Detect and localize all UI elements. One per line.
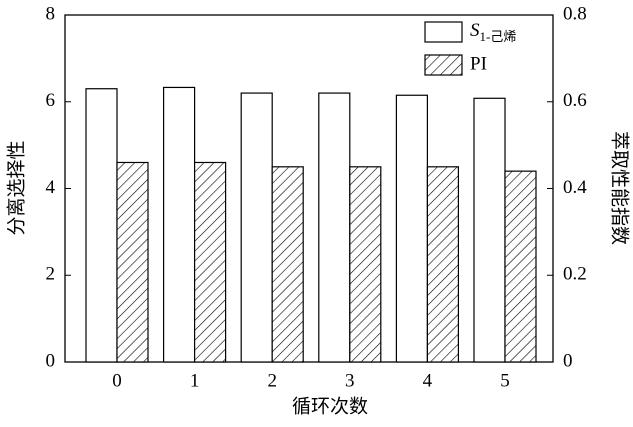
bar <box>271 166 304 363</box>
y2-tick-label: 0.8 <box>563 3 587 24</box>
y2-tick-label: 0.4 <box>563 177 587 198</box>
x-tick-label: 3 <box>345 370 355 391</box>
bar <box>473 97 506 363</box>
x-tick-label: 4 <box>423 370 433 391</box>
legend-label: PI <box>470 53 487 74</box>
y-tick-label: 0 <box>46 350 56 371</box>
y-tick-label: 6 <box>46 90 56 111</box>
bar <box>426 166 459 363</box>
bar <box>194 161 227 363</box>
x-tick-label: 1 <box>190 370 200 391</box>
bar <box>240 92 273 363</box>
legend-swatch <box>424 54 463 76</box>
legend-swatch <box>424 21 463 43</box>
bar <box>318 92 351 363</box>
bar <box>504 170 537 363</box>
y2-axis-label: 萃取性能指数 <box>609 131 631 245</box>
bar <box>349 166 382 363</box>
x-tick-label: 2 <box>267 370 277 391</box>
bar <box>85 88 118 363</box>
y2-tick-label: 0.6 <box>563 90 587 111</box>
bar <box>163 86 196 363</box>
y-tick-label: 4 <box>46 177 56 198</box>
y2-tick-label: 0.2 <box>563 264 587 285</box>
y-tick-label: 2 <box>46 264 56 285</box>
x-tick-label: 5 <box>500 370 510 391</box>
x-axis-label: 循环次数 <box>292 395 368 417</box>
bar <box>395 94 428 363</box>
x-tick-label: 0 <box>112 370 122 391</box>
y2-tick-label: 0 <box>563 350 573 371</box>
bar <box>116 161 149 363</box>
y-axis-label: 分离选择性 <box>5 140 27 235</box>
y-tick-label: 8 <box>46 3 56 24</box>
legend-label: S1-己烯 <box>470 20 516 44</box>
